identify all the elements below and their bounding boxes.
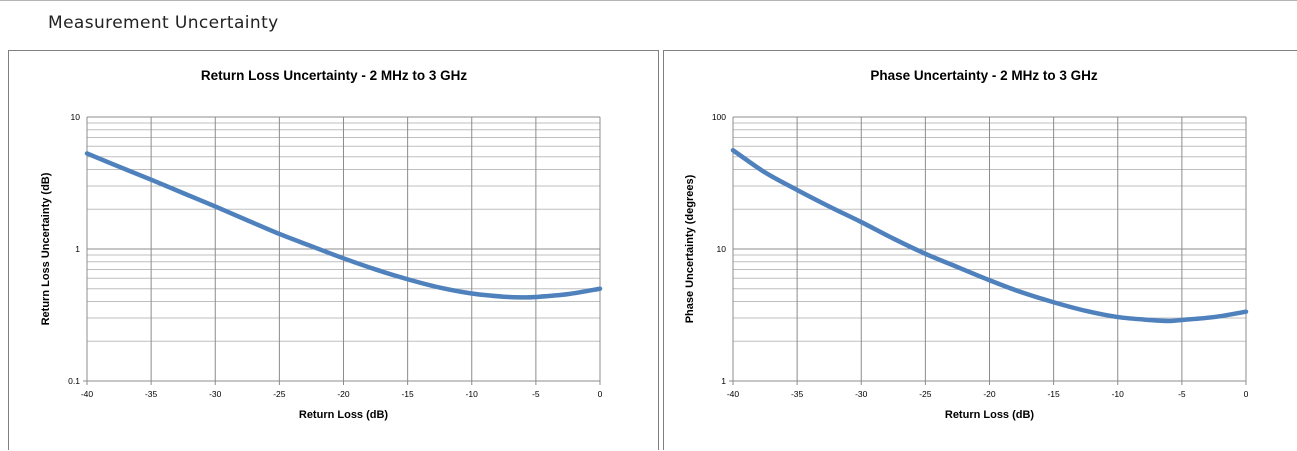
series-line	[84, 151, 603, 300]
x-tick-label: -5	[532, 389, 540, 399]
x-tick-label: -10	[1112, 389, 1125, 399]
grid	[732, 116, 1247, 382]
chart-title: Return Loss Uncertainty - 2 MHz to 3 GHz	[201, 68, 468, 83]
x-tick-label: -35	[791, 389, 804, 399]
y-tick-label: 0.1	[68, 376, 80, 386]
top-divider	[0, 0, 1297, 1]
y-tick-label: 10	[717, 244, 727, 254]
x-tick-label: -30	[209, 389, 222, 399]
grid	[86, 116, 601, 382]
x-tick-label: -15	[401, 389, 414, 399]
chart-panel-return-loss: -40 -35 -30 -25 -20 -15 -10 -5 0 0.1 1 10 Return Los…	[8, 50, 659, 450]
x-axis-label: Return Loss (dB)	[299, 409, 389, 421]
x-tick-label: -40	[81, 389, 94, 399]
section-title: Measurement Uncertainty	[48, 13, 279, 33]
x-tick-label: -40	[727, 389, 740, 399]
return-loss-chart: -40 -35 -30 -25 -20 -15 -10 -5 0 0.1 1 10 Return Los…	[40, 68, 603, 421]
x-tick-label: -20	[983, 389, 996, 399]
x-tick-label: -10	[466, 389, 479, 399]
y-tick-label: 100	[712, 112, 726, 122]
x-tick-label: -25	[919, 389, 932, 399]
x-tick-label: -35	[145, 389, 158, 399]
x-tick-label: -30	[855, 389, 868, 399]
x-tick-label: -5	[1178, 389, 1186, 399]
y-tick-label: 1	[721, 376, 726, 386]
x-tick-label: 0	[1244, 389, 1249, 399]
x-tick-label: -15	[1047, 389, 1060, 399]
x-axis-label: Return Loss (dB)	[945, 409, 1035, 421]
y-tick-label: 10	[71, 112, 81, 122]
y-axis-label: Return Loss Uncertainty (dB)	[40, 172, 52, 325]
x-tick-label: 0	[598, 389, 603, 399]
x-tick-label: -20	[337, 389, 350, 399]
y-tick-label: 1	[75, 244, 80, 254]
x-tick-label: -25	[273, 389, 286, 399]
chart-panel-phase: -40 -35 -30 -25 -20 -15 -10 -5 0 1 10 100 Phase Unce…	[663, 50, 1297, 450]
y-axis-label: Phase Uncertainty (degrees)	[684, 174, 696, 323]
chart-title: Phase Uncertainty - 2 MHz to 3 GHz	[870, 68, 1098, 83]
series-line	[730, 147, 1249, 324]
phase-chart: -40 -35 -30 -25 -20 -15 -10 -5 0 1 10 100 Phase Unce…	[684, 68, 1249, 421]
